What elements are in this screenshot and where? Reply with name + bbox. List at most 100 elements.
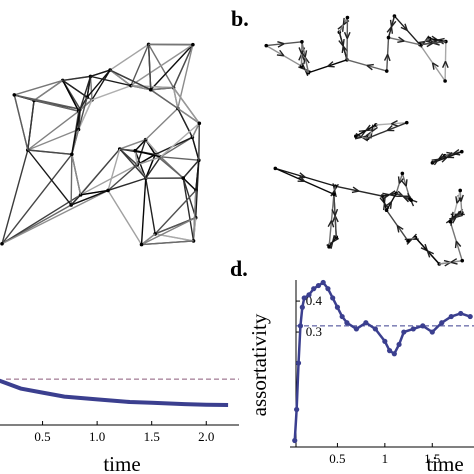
network-edge: [71, 109, 81, 155]
network-edge: [172, 44, 194, 88]
edge-arrow: [276, 49, 285, 57]
network-edge: [91, 69, 111, 101]
network-edge: [136, 156, 161, 166]
edge-arrow: [300, 50, 308, 58]
panel-label: d.: [230, 256, 248, 281]
network-edge: [145, 107, 179, 141]
data-point: [320, 279, 326, 286]
network-node: [0, 241, 4, 246]
network-node: [400, 171, 405, 176]
network-edge: [150, 89, 179, 109]
network-node: [448, 219, 453, 224]
data-point: [458, 310, 464, 317]
network-edge: [27, 110, 80, 151]
network-edge: [14, 94, 81, 110]
network-edge: [172, 87, 200, 124]
data-point: [295, 360, 302, 366]
network-edge: [145, 154, 156, 179]
network-edge: [91, 84, 132, 101]
network-edge: [449, 212, 463, 223]
network-node: [181, 176, 186, 180]
edge-arrow: [383, 53, 391, 62]
x-tick-label: 0.5: [329, 451, 345, 466]
data-point: [330, 295, 336, 301]
network-edge: [27, 100, 35, 151]
data-point: [294, 406, 300, 413]
network-edge: [134, 139, 147, 152]
network-edge: [386, 209, 409, 242]
data-point: [306, 292, 312, 298]
network-edge: [79, 76, 92, 110]
network-node: [408, 197, 412, 201]
network-edge: [182, 177, 195, 242]
network-edge: [62, 79, 88, 98]
network-node: [327, 245, 331, 249]
edge-arrow: [298, 62, 306, 71]
network-node: [386, 35, 391, 40]
data-point: [467, 313, 473, 320]
edge-arrow: [386, 125, 395, 132]
network-edge: [177, 107, 200, 124]
network-edge: [135, 150, 161, 158]
network-edge: [78, 96, 88, 112]
x-axis-title: time: [103, 452, 140, 474]
network-edge: [90, 75, 132, 87]
data-point: [396, 341, 402, 348]
network-edge: [182, 159, 200, 179]
network-node: [384, 208, 389, 213]
data-point: [410, 326, 416, 332]
data-line: [0, 378, 229, 408]
network-edge: [70, 154, 73, 205]
network-edge: [338, 17, 349, 33]
data-point: [334, 304, 341, 310]
network-edge: [86, 69, 111, 98]
network-node: [106, 188, 110, 193]
data-point: [391, 351, 397, 357]
x-tick-label: 0.5: [34, 429, 50, 444]
network-edge: [160, 136, 193, 158]
data-point: [311, 286, 317, 292]
edge-arrow: [297, 175, 306, 183]
network-edge: [154, 189, 197, 235]
network-edge: [130, 84, 174, 89]
edge-arrow: [402, 195, 411, 202]
data-point: [353, 326, 359, 332]
network-edge: [89, 76, 93, 100]
network-node: [197, 121, 202, 126]
network-edge: [13, 94, 29, 151]
edge-arrow: [366, 63, 374, 71]
edge-arrow: [386, 26, 394, 34]
network-node: [345, 15, 350, 20]
network-node: [273, 166, 278, 171]
data-point: [344, 320, 350, 326]
network-edge: [130, 44, 194, 87]
edge-arrow: [365, 124, 373, 132]
network-edge: [154, 153, 184, 179]
network-edge: [182, 177, 197, 191]
edge-arrow: [426, 250, 434, 258]
data-point: [297, 323, 304, 329]
network-edge: [134, 150, 147, 179]
network-edge: [191, 137, 200, 161]
network-edge: [150, 86, 174, 91]
edge-arrow: [385, 201, 393, 209]
x-axis-title: time: [426, 452, 463, 474]
network-edge: [70, 194, 82, 206]
network-edge: [80, 148, 121, 196]
edge-arrow: [450, 258, 458, 265]
data-point: [325, 286, 331, 292]
network-edge: [130, 44, 150, 86]
data-point: [382, 338, 388, 344]
network-edge: [80, 189, 109, 196]
edge-arrow: [446, 151, 455, 159]
network-edge: [145, 178, 156, 235]
data-point: [429, 329, 435, 335]
network-edge: [109, 69, 132, 87]
edge-arrow: [431, 62, 439, 70]
network-node: [404, 120, 409, 125]
data-point: [299, 304, 305, 310]
network-edge: [107, 177, 146, 192]
network-edge: [77, 97, 88, 130]
network-edge: [119, 148, 147, 179]
network-node: [191, 42, 195, 47]
